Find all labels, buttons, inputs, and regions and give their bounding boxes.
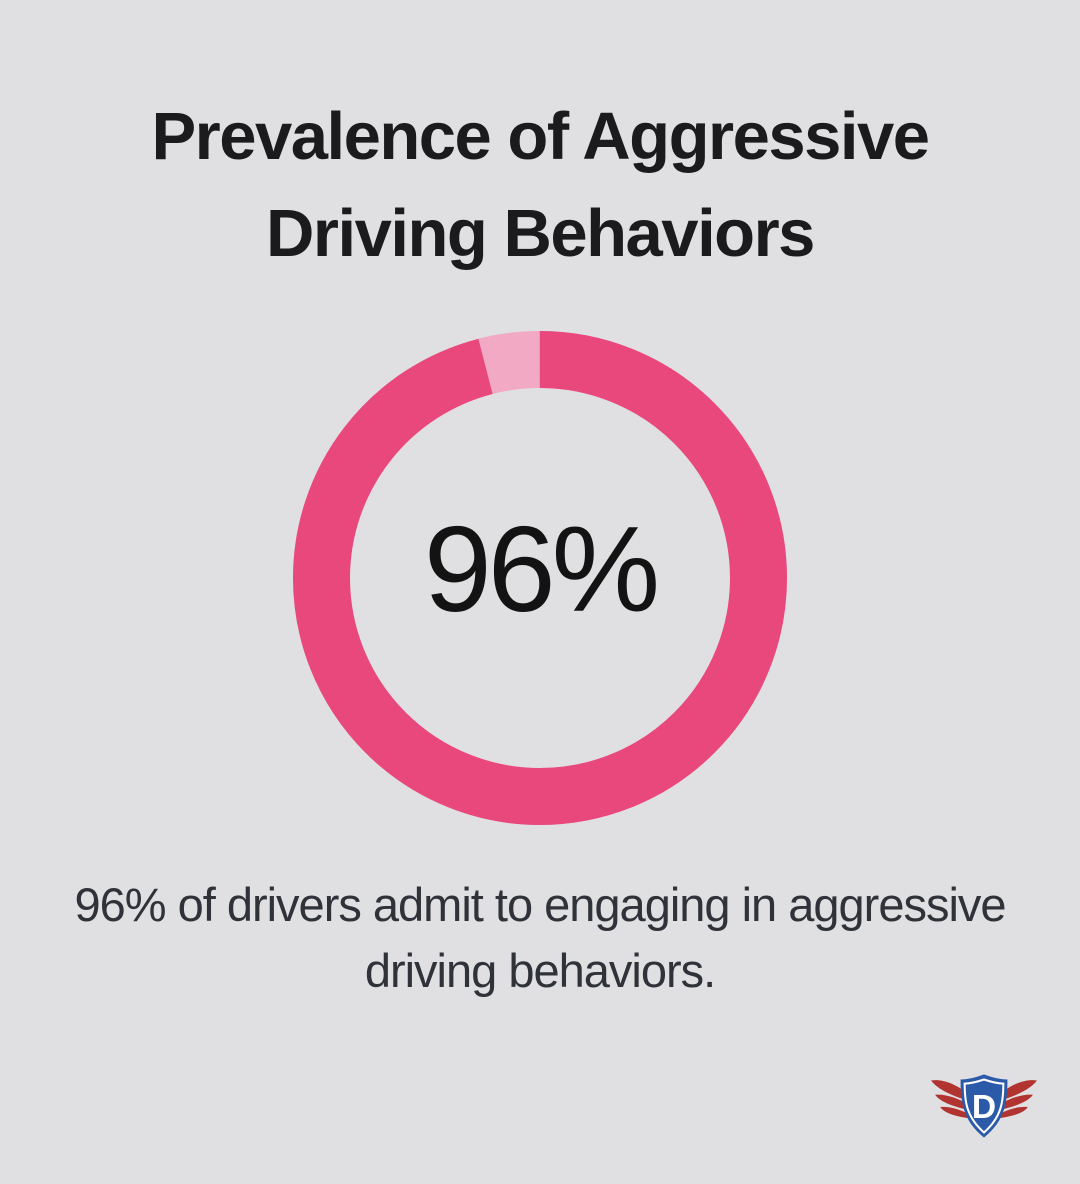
caption: 96% of drivers admit to engaging in aggr… [0,872,1080,1004]
logo-letter: D [972,1089,996,1126]
shield-inner-outline [963,1078,1005,1134]
page-title-line-2: Driving Behaviors [266,196,815,271]
donut-value-arc [293,331,787,825]
wing-right-icon [999,1080,1037,1119]
shield-icon [960,1074,1008,1138]
donut-center-label: 96% [423,501,660,637]
donut-chart [290,328,790,828]
page-title-line-1: Prevalence of Aggressive [151,99,930,174]
page-title: Prevalence of Aggressive Driving Behavio… [0,88,1080,282]
caption-line-1: 96% of drivers admit to engaging in aggr… [74,878,1006,931]
wing-left-icon [931,1080,969,1119]
caption-line-2: driving behaviors. [364,944,716,997]
brand-logo: D [931,1074,1037,1138]
donut-chart-svg [293,331,787,825]
